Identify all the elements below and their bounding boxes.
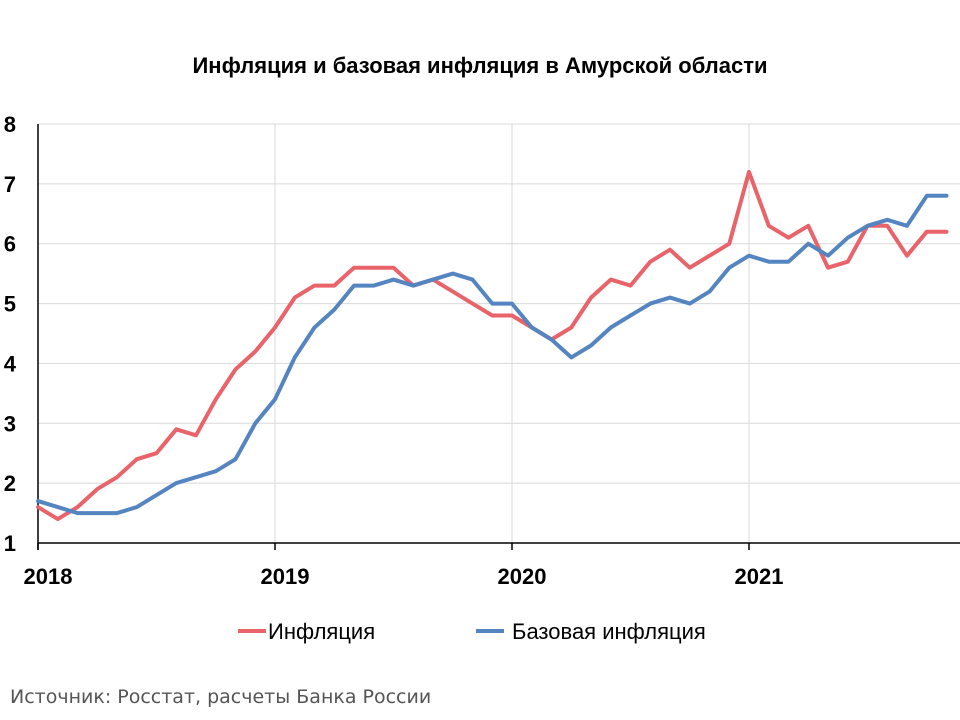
legend-label: Базовая инфляция	[512, 619, 706, 644]
y-tick-label: 2	[4, 471, 16, 496]
x-tick-label: 2020	[498, 564, 547, 589]
y-axis-ticks: 1 2 3 4 5 6 7 8	[4, 112, 17, 556]
series-line-core-inflation	[36, 193, 949, 516]
series-group	[36, 169, 949, 522]
source-note: Источник: Росстат, расчеты Банка России	[10, 686, 432, 708]
chart-title: Инфляция и базовая инфляция в Амурской о…	[192, 53, 767, 78]
y-tick-label: 6	[4, 232, 16, 257]
grid	[38, 123, 960, 543]
series-line-inflation	[36, 169, 949, 522]
y-tick-label: 7	[4, 172, 16, 197]
x-axis-ticks: 2018 2019 2020 2021	[24, 564, 784, 589]
legend-label: Инфляция	[268, 619, 375, 644]
x-tick-label: 2021	[735, 564, 784, 589]
y-tick-label: 5	[4, 292, 16, 317]
y-tick-label: 1	[4, 531, 16, 556]
x-tick-label: 2018	[24, 564, 73, 589]
legend: Инфляция Базовая инфляция	[238, 619, 706, 644]
y-tick-label: 4	[4, 351, 17, 376]
y-tick-label: 8	[4, 112, 16, 137]
x-tick-label: 2019	[261, 564, 310, 589]
axes	[37, 124, 960, 550]
y-tick-label: 3	[4, 411, 16, 436]
